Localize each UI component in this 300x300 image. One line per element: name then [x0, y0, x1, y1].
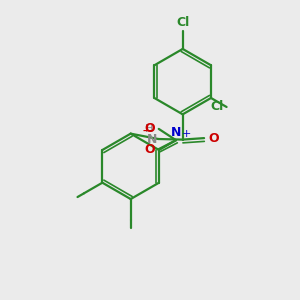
Text: O: O [145, 122, 155, 135]
Text: +: + [182, 129, 191, 139]
Text: O: O [145, 142, 155, 156]
Text: O: O [208, 132, 219, 145]
Text: Cl: Cl [210, 100, 224, 113]
Text: H: H [145, 124, 153, 134]
Text: N: N [146, 133, 157, 146]
Text: Cl: Cl [176, 16, 189, 29]
Text: −: − [142, 124, 153, 138]
Text: N: N [171, 126, 181, 139]
